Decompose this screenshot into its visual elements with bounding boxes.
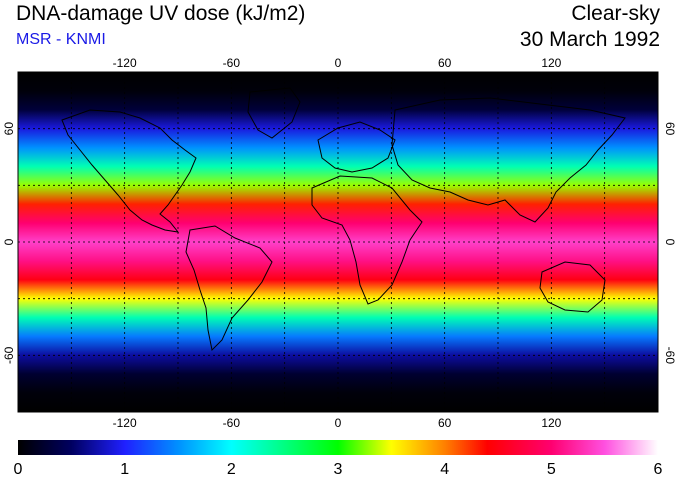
- continents: [61, 87, 626, 352]
- lat-tick-label-right: -60: [663, 347, 677, 365]
- lon-tick-label-top: -120: [113, 56, 137, 70]
- lat-tick-label-left: -60: [2, 346, 16, 364]
- colorbar-tick-label: 2: [227, 461, 236, 478]
- colorbar-labels: 0 1 2 3 4 5 6: [14, 461, 663, 478]
- lat-tick-label-right: 60: [663, 122, 677, 136]
- lon-tick-label-bottom: 0: [335, 416, 342, 430]
- lon-tick-label-bottom: -120: [113, 416, 137, 430]
- source-label: MSR - KNMI: [16, 31, 106, 48]
- colorbar-tick-label: 1: [120, 461, 129, 478]
- coastline-africa: [311, 175, 423, 305]
- colorbar-scale: [18, 440, 658, 455]
- colorbar-tick-label: 4: [440, 461, 449, 478]
- coastline-greenland: [247, 87, 301, 139]
- coastline-europe: [317, 121, 396, 173]
- lat-tick-label-left: 60: [2, 122, 16, 136]
- lon-tick-label-bottom: 120: [541, 416, 561, 430]
- lon-tick-label-top: 60: [438, 56, 452, 70]
- lon-tick-label-bottom: -60: [223, 416, 241, 430]
- map-area: -120 -120 -60 -60 0 0 60 60 120 120 60 60 0 0 -60 -60: [2, 56, 677, 430]
- lat-tick-label-left: 0: [2, 238, 16, 245]
- lat-tick-label-right: 0: [663, 239, 677, 246]
- chart-title: DNA-damage UV dose (kJ/m2): [16, 2, 306, 25]
- lon-tick-label-top: 0: [335, 56, 342, 70]
- lon-tick-label-bottom: 60: [438, 416, 452, 430]
- colorbar-tick-label: 3: [334, 461, 343, 478]
- axis-ticks: -120 -120 -60 -60 0 0 60 60 120 120 60 60 0 0 -60 -60: [2, 56, 677, 430]
- coastline-australia: [539, 261, 606, 313]
- colorbar-tick-label: 5: [547, 461, 556, 478]
- colorbar: 0 1 2 3 4 5 6: [14, 440, 663, 478]
- coastline-north-america: [61, 109, 197, 233]
- map-frame: [17, 71, 659, 413]
- coastline-south-america: [185, 225, 273, 352]
- sky-condition-label: Clear-sky: [571, 2, 660, 25]
- colorbar-tick-label: 6: [654, 461, 663, 478]
- graticule: [18, 72, 658, 412]
- colorbar-tick-label: 0: [14, 461, 23, 478]
- lon-tick-label-top: 120: [541, 56, 561, 70]
- lon-tick-label-top: -60: [223, 56, 241, 70]
- date-label: 30 March 1992: [519, 28, 660, 51]
